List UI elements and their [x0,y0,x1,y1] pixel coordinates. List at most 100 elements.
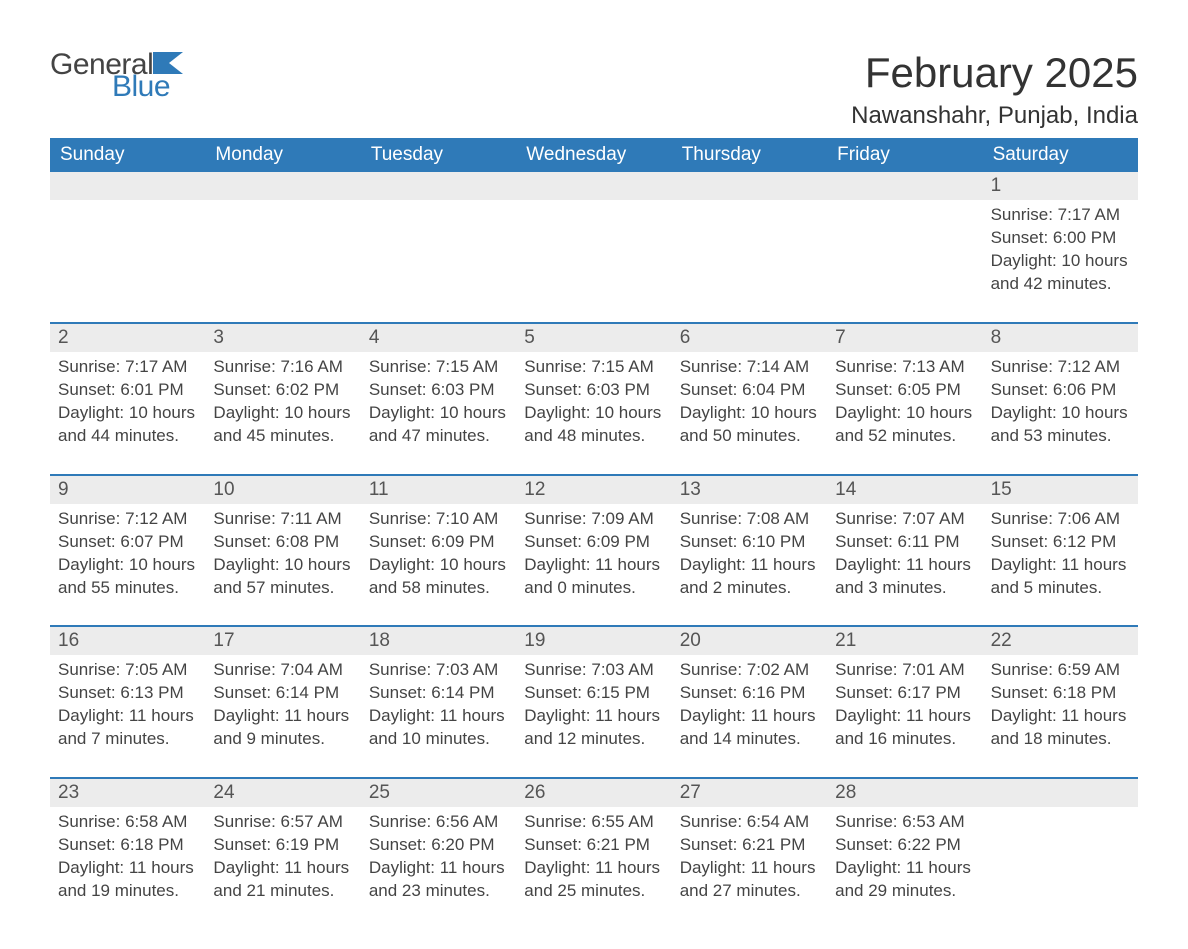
day-number: 11 [361,476,516,504]
sunrise-line: Sunrise: 6:58 AM [58,811,197,834]
weekday-header: Sunday [50,138,205,172]
sunset-line: Sunset: 6:19 PM [213,834,352,857]
day-cell: Sunrise: 7:05 AMSunset: 6:13 PMDaylight:… [50,655,205,757]
sunrise-line: Sunrise: 6:55 AM [524,811,663,834]
day-number-row: 9101112131415 [50,476,1138,504]
day-number: 27 [672,779,827,807]
day-cell [827,200,982,302]
day-cell [50,200,205,302]
day-cell: Sunrise: 6:56 AMSunset: 6:20 PMDaylight:… [361,807,516,909]
header-region: General Blue February 2025 Nawanshahr, P… [50,50,1138,130]
calendar-week: 16171819202122Sunrise: 7:05 AMSunset: 6:… [50,625,1138,757]
daylight-line: Daylight: 10 hours and 52 minutes. [835,402,974,448]
sunrise-line: Sunrise: 7:12 AM [991,356,1130,379]
day-number: 17 [205,627,360,655]
daylight-line: Daylight: 11 hours and 18 minutes. [991,705,1130,751]
day-number: 6 [672,324,827,352]
day-number: 20 [672,627,827,655]
day-number: 23 [50,779,205,807]
day-number [50,172,205,200]
daylight-line: Daylight: 11 hours and 29 minutes. [835,857,974,903]
weekday-header: Saturday [983,138,1138,172]
daylight-line: Daylight: 11 hours and 25 minutes. [524,857,663,903]
brand-part2: Blue [112,72,183,102]
page-title: February 2025 [851,50,1138,96]
sunset-line: Sunset: 6:18 PM [58,834,197,857]
day-number: 7 [827,324,982,352]
day-number-row: 1 [50,172,1138,200]
day-number [361,172,516,200]
sunset-line: Sunset: 6:08 PM [213,531,352,554]
sunrise-line: Sunrise: 7:01 AM [835,659,974,682]
daylight-line: Daylight: 11 hours and 19 minutes. [58,857,197,903]
day-cell: Sunrise: 7:12 AMSunset: 6:06 PMDaylight:… [983,352,1138,454]
daylight-line: Daylight: 11 hours and 2 minutes. [680,554,819,600]
day-number-row: 16171819202122 [50,627,1138,655]
day-cell: Sunrise: 7:02 AMSunset: 6:16 PMDaylight:… [672,655,827,757]
day-cell [205,200,360,302]
day-number: 2 [50,324,205,352]
day-cell: Sunrise: 7:15 AMSunset: 6:03 PMDaylight:… [361,352,516,454]
sunset-line: Sunset: 6:01 PM [58,379,197,402]
weekday-header: Monday [205,138,360,172]
sunrise-line: Sunrise: 6:54 AM [680,811,819,834]
daylight-line: Daylight: 10 hours and 47 minutes. [369,402,508,448]
daylight-line: Daylight: 11 hours and 21 minutes. [213,857,352,903]
sunrise-line: Sunrise: 7:02 AM [680,659,819,682]
day-cell: Sunrise: 7:13 AMSunset: 6:05 PMDaylight:… [827,352,982,454]
sunrise-line: Sunrise: 7:09 AM [524,508,663,531]
calendar-week: 2345678Sunrise: 7:17 AMSunset: 6:01 PMDa… [50,322,1138,454]
sunrise-line: Sunrise: 6:59 AM [991,659,1130,682]
day-number: 25 [361,779,516,807]
sunrise-line: Sunrise: 7:05 AM [58,659,197,682]
day-cell [983,807,1138,909]
day-number [516,172,671,200]
weekday-header: Tuesday [361,138,516,172]
day-number: 22 [983,627,1138,655]
daylight-line: Daylight: 11 hours and 14 minutes. [680,705,819,751]
sunset-line: Sunset: 6:02 PM [213,379,352,402]
day-number: 4 [361,324,516,352]
sunset-line: Sunset: 6:13 PM [58,682,197,705]
sunrise-line: Sunrise: 7:07 AM [835,508,974,531]
daylight-line: Daylight: 10 hours and 44 minutes. [58,402,197,448]
title-block: February 2025 Nawanshahr, Punjab, India [851,50,1138,130]
daylight-line: Daylight: 10 hours and 45 minutes. [213,402,352,448]
day-cell: Sunrise: 6:57 AMSunset: 6:19 PMDaylight:… [205,807,360,909]
sunset-line: Sunset: 6:03 PM [369,379,508,402]
day-cell [672,200,827,302]
day-number [827,172,982,200]
sunset-line: Sunset: 6:10 PM [680,531,819,554]
daylight-line: Daylight: 10 hours and 48 minutes. [524,402,663,448]
day-cell: Sunrise: 7:11 AMSunset: 6:08 PMDaylight:… [205,504,360,606]
day-number: 26 [516,779,671,807]
daylight-line: Daylight: 11 hours and 5 minutes. [991,554,1130,600]
day-cell: Sunrise: 7:04 AMSunset: 6:14 PMDaylight:… [205,655,360,757]
weekday-header: Thursday [672,138,827,172]
sunset-line: Sunset: 6:18 PM [991,682,1130,705]
day-number: 12 [516,476,671,504]
day-number: 1 [983,172,1138,200]
sunrise-line: Sunrise: 7:14 AM [680,356,819,379]
sunrise-line: Sunrise: 7:15 AM [524,356,663,379]
day-cell: Sunrise: 7:03 AMSunset: 6:15 PMDaylight:… [516,655,671,757]
sunset-line: Sunset: 6:14 PM [213,682,352,705]
weeks-container: 1 Sunrise: 7:17 AMSunset: 6:00 PMDayligh… [50,172,1138,909]
day-number: 15 [983,476,1138,504]
location-subtitle: Nawanshahr, Punjab, India [851,102,1138,130]
day-cell: Sunrise: 6:59 AMSunset: 6:18 PMDaylight:… [983,655,1138,757]
daylight-line: Daylight: 11 hours and 0 minutes. [524,554,663,600]
calendar-week: 9101112131415Sunrise: 7:12 AMSunset: 6:0… [50,474,1138,606]
day-cell: Sunrise: 7:12 AMSunset: 6:07 PMDaylight:… [50,504,205,606]
day-cell: Sunrise: 7:16 AMSunset: 6:02 PMDaylight:… [205,352,360,454]
day-number: 3 [205,324,360,352]
sunset-line: Sunset: 6:09 PM [524,531,663,554]
day-cell: Sunrise: 6:58 AMSunset: 6:18 PMDaylight:… [50,807,205,909]
day-cell: Sunrise: 6:55 AMSunset: 6:21 PMDaylight:… [516,807,671,909]
daylight-line: Daylight: 11 hours and 23 minutes. [369,857,508,903]
day-number: 14 [827,476,982,504]
sunset-line: Sunset: 6:03 PM [524,379,663,402]
calendar-page: General Blue February 2025 Nawanshahr, P… [0,0,1188,949]
sunrise-line: Sunrise: 7:17 AM [58,356,197,379]
sunset-line: Sunset: 6:12 PM [991,531,1130,554]
